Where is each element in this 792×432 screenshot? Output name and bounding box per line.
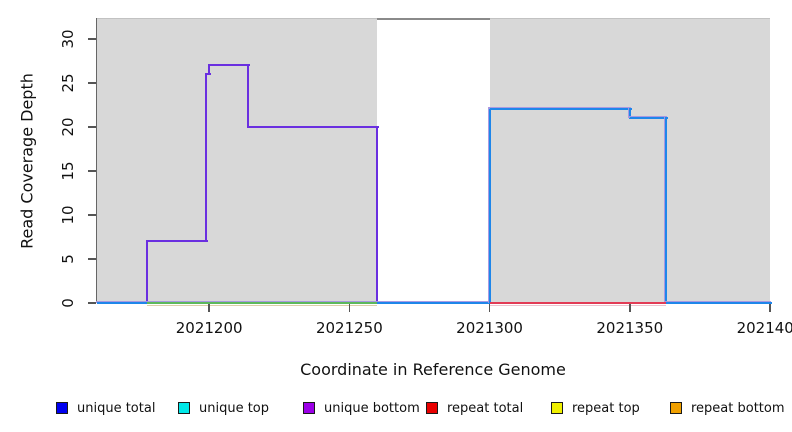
- legend-label: repeat bottom: [691, 400, 785, 416]
- shaded-region: [489, 18, 770, 304]
- faint-tan-line: [147, 305, 378, 306]
- series-line-segment: [248, 126, 380, 128]
- x-tick-mark: [348, 304, 351, 312]
- series-line-segment: [488, 108, 491, 304]
- x-tick-label: 2021350: [596, 319, 664, 337]
- legend-label: repeat total: [447, 400, 524, 416]
- legend-swatch: [178, 402, 190, 414]
- legend-item-unique-total: unique total: [56, 400, 156, 416]
- y-tick-mark: [88, 38, 96, 40]
- legend-item-repeat-bottom: repeat bottom: [670, 400, 785, 416]
- series-line-segment: [147, 240, 209, 243]
- legend-swatch: [426, 402, 438, 414]
- legend-label: unique top: [199, 400, 270, 416]
- y-tick-label: 15: [59, 161, 77, 181]
- green-zero-line: [147, 302, 378, 304]
- series-line-segment: [628, 108, 631, 120]
- y-tick-mark: [88, 82, 96, 84]
- y-tick-label: 20: [59, 117, 77, 137]
- legend-swatch: [303, 402, 315, 414]
- series-line-segment: [665, 117, 668, 304]
- legend-label: repeat top: [572, 400, 640, 416]
- y-tick-mark: [88, 258, 96, 260]
- x-tick-label: 2021250: [315, 319, 383, 337]
- y-tick-mark: [88, 214, 96, 216]
- y-tick-label: 0: [59, 298, 77, 308]
- legend-item-repeat-top: repeat top: [551, 400, 640, 416]
- x-axis-title: Coordinate in Reference Genome: [300, 360, 566, 379]
- series-line-segment: [376, 126, 379, 304]
- legend-label: unique bottom: [324, 400, 420, 416]
- y-tick-label: 30: [59, 29, 77, 49]
- y-tick-label: 10: [59, 205, 77, 225]
- series-line-segment: [209, 64, 251, 67]
- y-tick-mark: [88, 170, 96, 172]
- legend-item-repeat-total: repeat total: [426, 400, 524, 416]
- faint-pink-line: [489, 305, 667, 306]
- x-tick-mark: [488, 304, 491, 312]
- series-line-segment: [629, 117, 669, 120]
- series-line-segment: [489, 108, 632, 111]
- y-tick-mark: [88, 126, 96, 128]
- y-tick-mark: [88, 302, 96, 304]
- legend-label: unique total: [77, 400, 156, 416]
- shaded-region: [97, 18, 378, 304]
- x-tick-mark: [769, 304, 771, 312]
- y-axis-title: Read Coverage Depth: [17, 73, 37, 249]
- legend-swatch: [551, 402, 563, 414]
- x-tick-label: 2021200: [175, 319, 243, 337]
- legend-swatch: [670, 402, 682, 414]
- x-tick-mark: [629, 304, 631, 312]
- x-tick-mark: [208, 304, 210, 312]
- y-tick-label: 25: [59, 73, 77, 93]
- legend-swatch: [56, 402, 68, 414]
- x-tick-label: 2021300: [456, 319, 523, 337]
- series-line-segment: [666, 302, 772, 304]
- legend-item-unique-bottom: unique bottom: [303, 400, 420, 416]
- legend-item-unique-top: unique top: [178, 400, 270, 416]
- series-line-segment: [146, 240, 149, 304]
- series-line-segment: [208, 64, 211, 76]
- gap-top-border: [377, 18, 490, 20]
- series-line-segment: [205, 73, 208, 243]
- series-line-segment: [247, 64, 250, 128]
- y-tick-label: 5: [59, 254, 77, 264]
- red-zero-line: [489, 302, 667, 304]
- y-axis-line: [96, 18, 97, 303]
